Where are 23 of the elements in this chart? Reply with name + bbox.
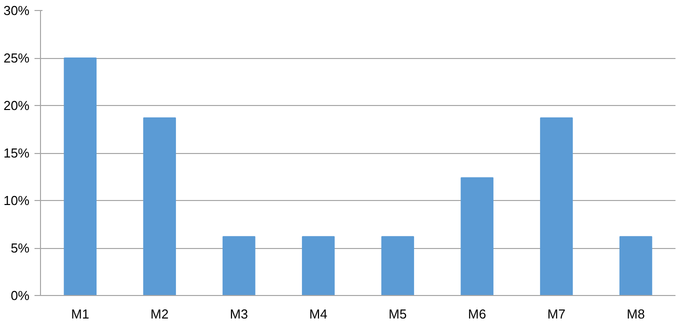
x-tick-label: M8 bbox=[626, 306, 645, 322]
x-tick-label: M2 bbox=[150, 306, 169, 322]
y-tick-label: 25% bbox=[3, 50, 30, 66]
bar bbox=[540, 117, 573, 296]
y-tick-label: 20% bbox=[3, 98, 30, 113]
x-tick-label: M3 bbox=[230, 306, 248, 322]
x-tick-label: M7 bbox=[547, 306, 566, 322]
x-tick-label: M1 bbox=[71, 306, 90, 322]
bar bbox=[460, 177, 494, 296]
y-tick-label: 0% bbox=[10, 288, 30, 303]
bar bbox=[222, 236, 256, 296]
bar bbox=[302, 236, 335, 296]
y-tick-label: 15% bbox=[3, 146, 30, 160]
y-tick-label: 10% bbox=[3, 193, 30, 208]
y-tick-label: 30% bbox=[3, 3, 30, 18]
bar bbox=[619, 236, 652, 296]
x-tick-label: M5 bbox=[388, 306, 407, 322]
y-tick-label: 5% bbox=[10, 240, 30, 256]
bar bbox=[64, 58, 97, 296]
x-tick-label: M4 bbox=[309, 306, 328, 322]
bar bbox=[381, 236, 414, 296]
x-tick-label: M6 bbox=[468, 306, 486, 322]
bar bbox=[143, 117, 176, 296]
